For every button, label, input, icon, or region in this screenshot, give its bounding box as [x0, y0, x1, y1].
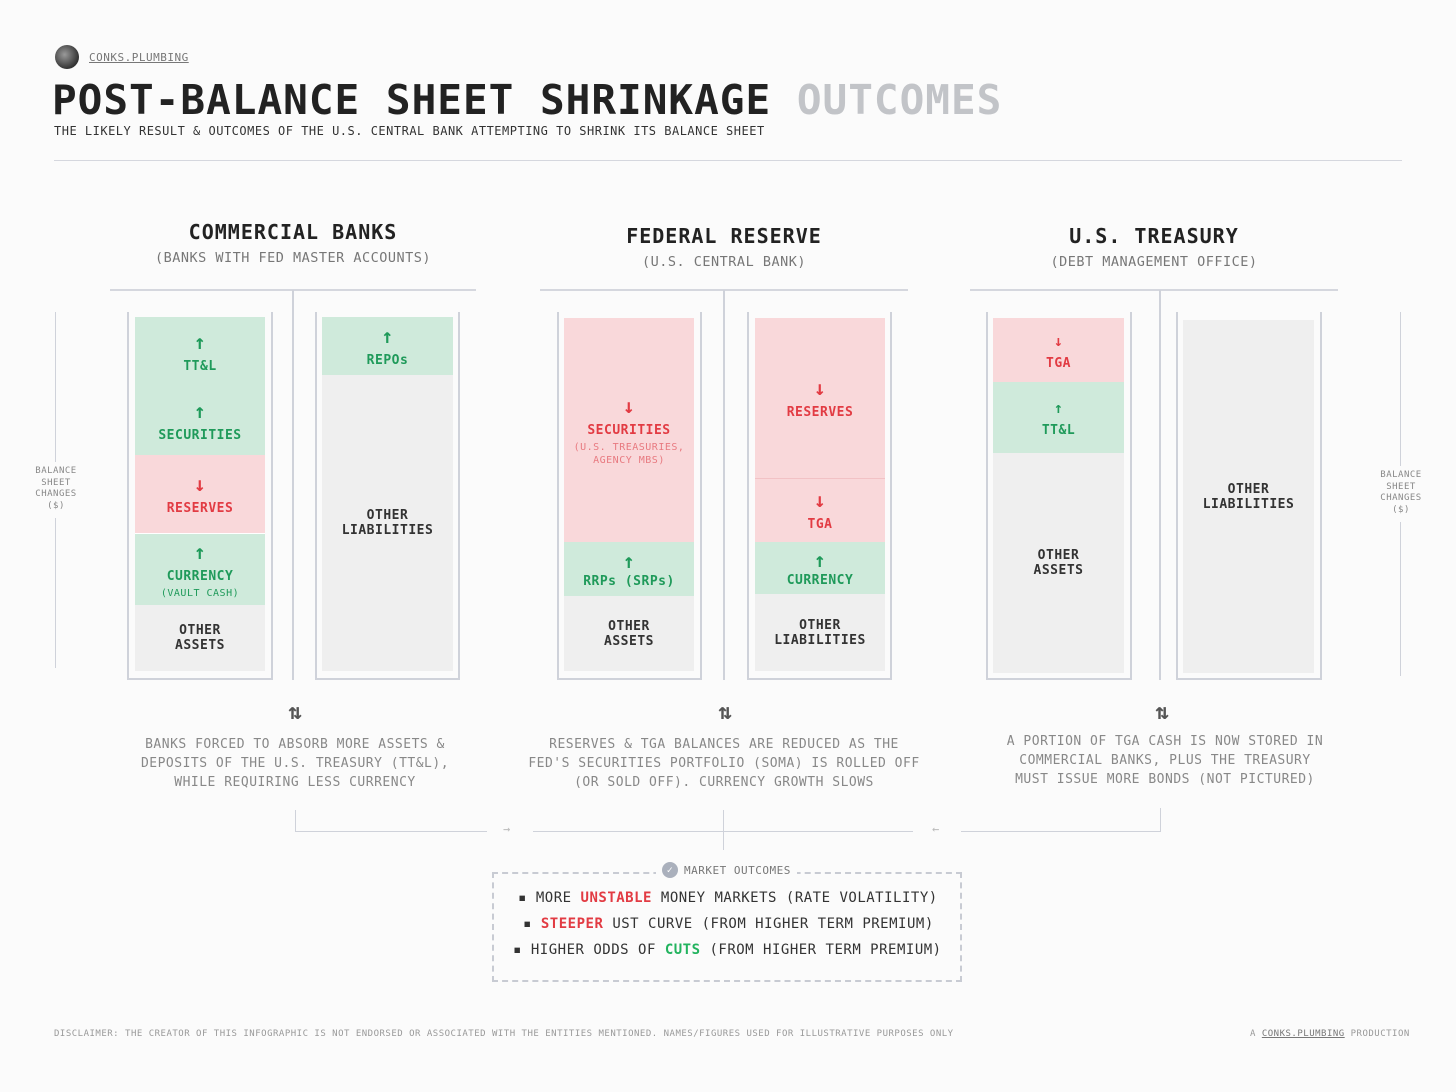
- section-title: FEDERAL RESERVE: [626, 224, 822, 248]
- banks-liability-repos: ↑ REPOs: [322, 317, 453, 375]
- section-fed-header: FEDERAL RESERVE (U.S. CENTRAL BANK): [540, 224, 908, 270]
- section-subtitle: (DEBT MANAGEMENT OFFICE): [1050, 254, 1258, 270]
- fed-liability-reserves: ↓ RESERVES: [755, 318, 885, 478]
- arrow-right-icon: →: [503, 822, 511, 836]
- market-outcome-3: ▪ HIGHER ODDS OF CUTS (FROM HIGHER TERM …: [513, 942, 942, 958]
- page-title: POST-BALANCE SHEET SHRINKAGE OUTCOMES: [52, 76, 1003, 124]
- section-title: COMMERCIAL BANKS: [188, 220, 398, 244]
- connector: [961, 831, 1160, 832]
- axis-line-left-bottom: [55, 518, 56, 668]
- banks-asset-securities: ↑ SECURITIES: [158, 398, 242, 443]
- avatar: [55, 45, 79, 69]
- section-rule: [970, 289, 1338, 291]
- banks-liabilities-frame: [315, 312, 460, 680]
- banks-asset-reserves: ↓ RESERVES: [135, 455, 265, 533]
- fed-assets-frame: [557, 312, 702, 680]
- banks-asset-ttl-securities: [135, 317, 265, 455]
- t-account-divider: [292, 290, 294, 680]
- section-title: U.S. TREASURY: [1069, 224, 1239, 248]
- market-outcomes-heading: ✓ MARKET OUTCOMES: [656, 862, 797, 878]
- section-treasury-header: U.S. TREASURY (DEBT MANAGEMENT OFFICE): [970, 224, 1338, 270]
- t-account-divider: [723, 290, 725, 680]
- banks-liability-other: OTHER LIABILITIES: [322, 375, 453, 671]
- banks-assets-frame: [127, 312, 273, 680]
- connector: [295, 831, 487, 832]
- treasury-asset-other: OTHER ASSETS: [993, 453, 1124, 673]
- arrow-left-icon: ←: [932, 822, 940, 836]
- brand-link[interactable]: CONKS.PLUMBING: [89, 50, 189, 64]
- fed-asset-other: OTHER ASSETS: [564, 596, 694, 671]
- section-banks-header: COMMERCIAL BANKS (BANKS WITH FED MASTER …: [110, 220, 476, 266]
- fed-asset-securities: ↓ SECURITIES (U.S. TREASURIES, AGENCY MB…: [564, 318, 694, 542]
- banks-asset-currency: ↑ CURRENCY (VAULT CASH): [135, 533, 265, 605]
- swap-icon: ⇅: [288, 700, 302, 725]
- swap-icon: ⇅: [718, 700, 732, 725]
- axis-label-right: BALANCE SHEET CHANGES ($): [1380, 470, 1422, 515]
- treasury-asset-tga: ↓ TGA: [993, 318, 1124, 382]
- axis-line-left-top: [55, 312, 56, 462]
- connector: [1160, 808, 1161, 832]
- fed-asset-rrps: ↑ RRPs (SRPs): [564, 542, 694, 596]
- treasury-asset-ttl: ↑ TT&L: [993, 382, 1124, 453]
- footer-credit: A CONKS.PLUMBING PRODUCTION: [1250, 1029, 1410, 1039]
- header-divider: [54, 160, 1402, 161]
- treasury-liability-other: OTHER LIABILITIES: [1183, 320, 1314, 673]
- page-subtitle: THE LIKELY RESULT & OUTCOMES OF THE U.S.…: [54, 124, 765, 138]
- section-subtitle: (BANKS WITH FED MASTER ACCOUNTS): [154, 250, 432, 266]
- treasury-description: A PORTION OF TGA CASH IS NOW STORED IN C…: [1006, 734, 1324, 787]
- check-icon: ✓: [662, 862, 678, 878]
- fed-liability-currency: ↑ CURRENCY: [755, 542, 885, 594]
- market-outcome-2: ▪ STEEPER UST CURVE (FROM HIGHER TERM PR…: [523, 916, 934, 932]
- brand[interactable]: CONKS.PLUMBING: [55, 45, 189, 69]
- fed-liability-tga: ↓ TGA: [755, 478, 885, 542]
- page-title-accent: OUTCOMES: [796, 76, 1003, 124]
- market-outcome-1: ▪ MORE UNSTABLE MONEY MARKETS (RATE VOLA…: [518, 890, 938, 906]
- banks-asset-other: OTHER ASSETS: [135, 605, 265, 671]
- fed-liabilities-frame: [747, 312, 892, 680]
- section-subtitle: (U.S. CENTRAL BANK): [642, 254, 806, 270]
- connector: [295, 810, 296, 832]
- axis-line-right-bottom: [1400, 522, 1401, 676]
- footer-disclaimer: DISCLAIMER: THE CREATOR OF THIS INFOGRAP…: [54, 1029, 954, 1039]
- connector: [723, 810, 724, 850]
- banks-asset-ttl: ↑ TT&L: [183, 329, 217, 374]
- credit-link[interactable]: CONKS.PLUMBING: [1261, 1029, 1345, 1039]
- t-account-divider: [1159, 290, 1161, 680]
- fed-liability-other: OTHER LIABILITIES: [755, 594, 885, 671]
- axis-line-right-top: [1400, 312, 1401, 466]
- fed-description: RESERVES & TGA BALANCES ARE REDUCED AS T…: [528, 737, 920, 790]
- treasury-liabilities-frame: [1176, 312, 1322, 680]
- banks-description: BANKS FORCED TO ABSORB MORE ASSETS & DEP…: [140, 737, 450, 790]
- treasury-assets-frame: [986, 312, 1132, 680]
- axis-label-left: BALANCE SHEET CHANGES ($): [35, 466, 77, 511]
- swap-icon: ⇅: [1155, 700, 1169, 725]
